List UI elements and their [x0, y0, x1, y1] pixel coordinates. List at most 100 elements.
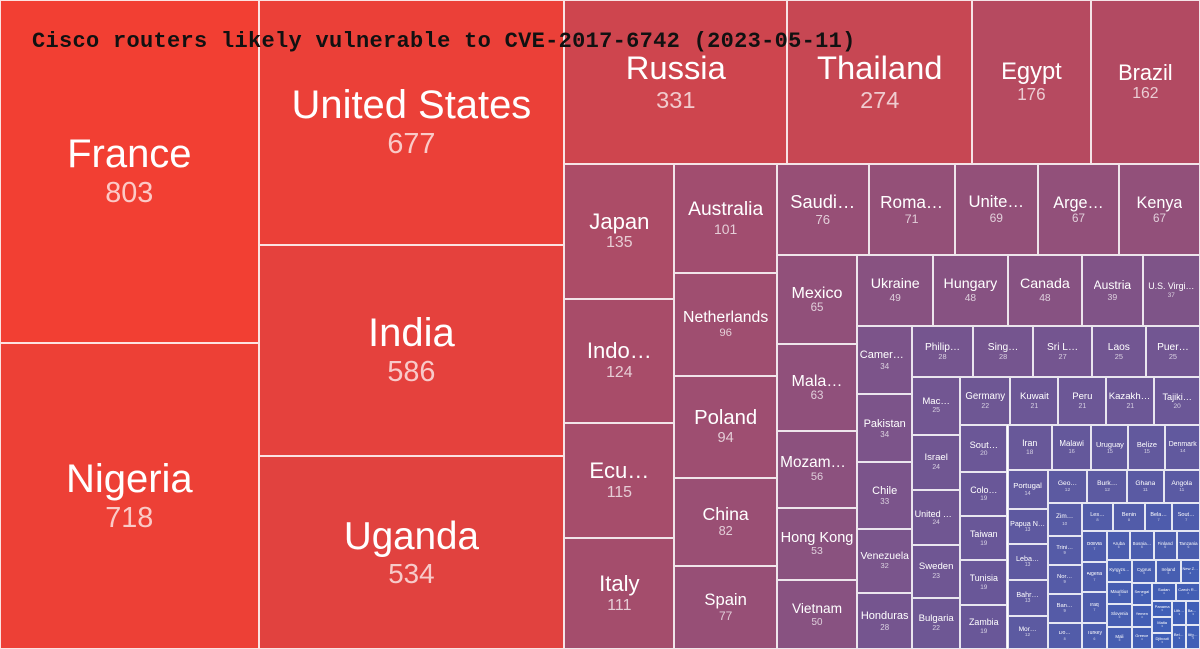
- cell-label: Roma…: [880, 192, 944, 212]
- cell-value: 22: [981, 402, 990, 410]
- treemap-cell-chile: Chile 33: [857, 462, 913, 529]
- treemap-cell-kazakhstan: Kazakhs… 21: [1106, 377, 1155, 426]
- cell-value: 3: [1192, 636, 1194, 641]
- treemap-cell-zambia: Zambia 19: [960, 604, 1008, 649]
- treemap-cell-italy: Italy 111: [564, 537, 675, 649]
- treemap-cell-denmark: Denmark 14: [1165, 425, 1200, 471]
- cell-label: U.S. Virgi…: [1148, 281, 1195, 291]
- cell-label: Thailand: [816, 49, 943, 86]
- cell-label: Pakistan: [863, 417, 906, 430]
- cell-label: Hong Kong: [780, 529, 854, 546]
- cell-value: 56: [810, 471, 824, 484]
- cell-value: 28: [999, 352, 1008, 362]
- cell-label: Kazakhs…: [1108, 391, 1152, 402]
- cell-value: 677: [387, 128, 436, 161]
- treemap-cell-japan: Japan 135: [564, 163, 675, 299]
- cell-label: Denmark: [1168, 441, 1197, 449]
- cell-label: Arge…: [1053, 193, 1104, 212]
- cell-label: United A…: [914, 508, 958, 519]
- cell-label: Chile: [872, 484, 898, 497]
- treemap-cell-canada: Canada 48: [1007, 254, 1083, 327]
- cell-label: Geo…: [1057, 480, 1078, 488]
- cell-value: 21: [1078, 402, 1087, 410]
- cell-label: Unite…: [968, 193, 1025, 212]
- treemap-cell-sweden: Sweden 23: [912, 545, 961, 599]
- cell-value: 4: [1189, 570, 1192, 575]
- cell-value: 14: [1024, 490, 1031, 497]
- cell-value: 6: [1164, 545, 1167, 550]
- cell-label: Nigeria: [65, 456, 193, 501]
- treemap-cell-nigeria: Nigeria 718: [0, 342, 259, 649]
- cell-label: Ghana: [1135, 480, 1156, 488]
- cell-value: 9: [1063, 608, 1066, 614]
- cell-value: 124: [606, 364, 633, 382]
- cell-label: Mozambi…: [780, 454, 854, 472]
- treemap-cell-norway: Nor… 9: [1047, 564, 1082, 594]
- treemap-cell-singapore: Sing… 28: [972, 326, 1034, 378]
- cell-label: Mala…: [791, 371, 843, 390]
- cell-value: 32: [880, 561, 889, 571]
- treemap-cell-sudan: Sudan 4: [1151, 582, 1176, 601]
- cell-label: Russia: [625, 49, 726, 86]
- cell-label: Bulgaria: [918, 614, 954, 625]
- treemap-cell-united-kingdom: Unite… 69: [954, 163, 1038, 255]
- treemap-cell-hungary: Hungary 48: [933, 254, 1008, 327]
- cell-value: 162: [1132, 85, 1159, 103]
- cell-label: Honduras: [860, 610, 909, 623]
- cell-label: Portugal: [1013, 481, 1042, 490]
- cell-label: Tunisia: [969, 574, 998, 583]
- treemap-cell-philippines: Philip… 28: [912, 326, 973, 378]
- treemap-cell-taiwan: Taiwan 19: [960, 516, 1008, 561]
- cell-value: 16: [1068, 448, 1075, 455]
- cell-value: 28: [880, 622, 890, 632]
- treemap-cell-malaysia: Mala… 63: [776, 344, 858, 431]
- cell-value: 24: [932, 518, 940, 526]
- treemap-cell-belgium: Belgium3: [1172, 624, 1187, 649]
- cell-value: 9: [1063, 550, 1066, 556]
- cell-value: 33: [880, 497, 890, 507]
- cell-value: 24: [932, 463, 940, 471]
- cell-label: Canada: [1019, 276, 1070, 292]
- cell-value: 15: [1143, 448, 1150, 455]
- cell-value: 71: [904, 211, 919, 226]
- treemap-cell-tanzania: Tanzania 6: [1176, 531, 1200, 560]
- cell-value: 101: [714, 220, 738, 237]
- cell-label: Zim…: [1056, 513, 1074, 521]
- cell-label: United States: [291, 83, 532, 128]
- cell-label: Cameroon: [859, 349, 910, 362]
- treemap-cell-austria: Austria 39: [1082, 254, 1143, 327]
- treemap-cell-finland: Finland 6: [1153, 531, 1177, 560]
- treemap-cell-puerto-rico: Puer… 25: [1145, 326, 1200, 378]
- cell-label: Brazil: [1118, 60, 1173, 85]
- cell-value: 19: [980, 628, 988, 636]
- cell-label: Spain: [704, 591, 747, 610]
- cell-value: 13: [1024, 526, 1031, 533]
- cell-label: Tajiki…: [1162, 392, 1192, 403]
- treemap-cell-bosnia-and-herzegovina: Bosnia… 6: [1130, 531, 1154, 560]
- treemap-cell-burkina-faso: Burk… 12: [1087, 470, 1128, 504]
- treemap-cell-tajikistan: Tajiki… 20: [1154, 377, 1200, 426]
- cell-value: 803: [105, 177, 154, 210]
- treemap-cell-u-s-virgin-islands: U.S. Virgi… 37: [1142, 254, 1200, 327]
- treemap-cell-iraq: Iraq 7: [1081, 592, 1108, 623]
- cell-value: 19: [980, 583, 988, 591]
- treemap-cell-iran: Iran 18: [1007, 425, 1052, 471]
- cell-value: 4: [1140, 593, 1143, 598]
- cell-label: China: [702, 504, 749, 524]
- treemap-cell-saudi-arabia: Saudi… 76: [776, 163, 869, 255]
- treemap-cell-zimbabwe: Zim… 10: [1047, 503, 1082, 536]
- treemap-cell-lebanon: Leba… 13: [1007, 544, 1048, 581]
- cell-value: 4: [1140, 615, 1143, 620]
- cell-value: 6: [1117, 545, 1120, 550]
- cell-value: 20: [1173, 402, 1181, 410]
- cell-value: 19: [980, 495, 988, 503]
- cell-value: 25: [1168, 352, 1178, 362]
- cell-label: France: [67, 132, 192, 177]
- treemap-cell-malta: Malta 3: [1151, 616, 1173, 633]
- cell-value: 69: [989, 210, 1003, 225]
- cell-value: 12: [1024, 633, 1031, 639]
- treemap-cell-egypt: Egypt 176: [972, 0, 1091, 164]
- cell-value: 6: [1093, 636, 1096, 641]
- treemap-cell-papua-new-guinea: Papua N… 13: [1007, 508, 1048, 545]
- cell-label: Japan: [589, 209, 650, 234]
